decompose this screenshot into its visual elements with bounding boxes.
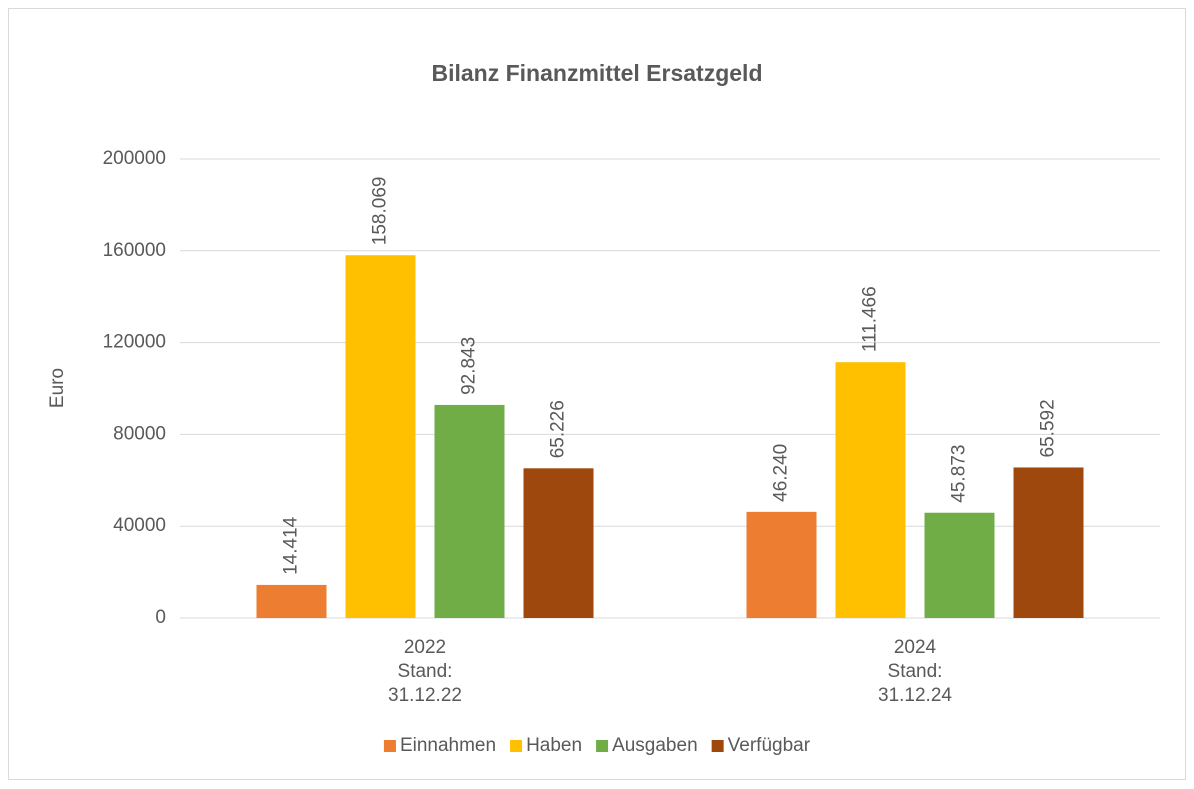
value-label: 45.873	[949, 445, 970, 503]
x-tick-label: 31.12.24	[878, 685, 952, 706]
legend-swatch	[711, 740, 724, 752]
legend-swatch	[510, 740, 523, 752]
y-tick-label: 160000	[103, 240, 166, 261]
bar	[746, 511, 817, 618]
x-tick-label: 2022	[404, 637, 446, 658]
x-tick-label: 31.12.22	[388, 685, 462, 706]
legend-label: Haben	[526, 735, 582, 756]
y-tick-label: 200000	[103, 148, 166, 169]
x-tick-label: Stand:	[398, 661, 453, 682]
y-tick-label: 120000	[103, 332, 166, 353]
x-tick-label: Stand:	[888, 661, 943, 682]
value-label: 65.592	[1038, 399, 1059, 457]
bar	[523, 468, 594, 618]
legend-label: Einnahmen	[400, 735, 496, 756]
bar	[434, 404, 505, 618]
y-axis-label: Euro	[47, 368, 68, 408]
legend-swatch	[596, 740, 609, 752]
value-label: 92.843	[459, 337, 480, 395]
bar	[256, 584, 327, 618]
legend-swatch	[383, 740, 396, 752]
legend-label: Verfügbar	[728, 735, 811, 756]
chart-title: Bilanz Finanzmittel Ersatzgeld	[432, 60, 763, 86]
y-tick-label: 0	[155, 607, 166, 628]
value-label: 65.226	[548, 400, 569, 458]
x-tick-label: 2024	[894, 637, 937, 658]
bar	[345, 255, 416, 619]
bar	[835, 362, 906, 618]
value-label: 14.414	[281, 516, 302, 575]
legend-label: Ausgaben	[612, 735, 698, 756]
value-label: 158.069	[370, 177, 391, 246]
y-tick-label: 40000	[113, 515, 166, 536]
value-label: 111.466	[860, 286, 881, 352]
value-label: 46.240	[771, 444, 792, 502]
bar	[1013, 467, 1084, 618]
chart-frame	[8, 8, 1186, 780]
bar	[924, 512, 995, 618]
y-tick-label: 80000	[113, 423, 166, 444]
